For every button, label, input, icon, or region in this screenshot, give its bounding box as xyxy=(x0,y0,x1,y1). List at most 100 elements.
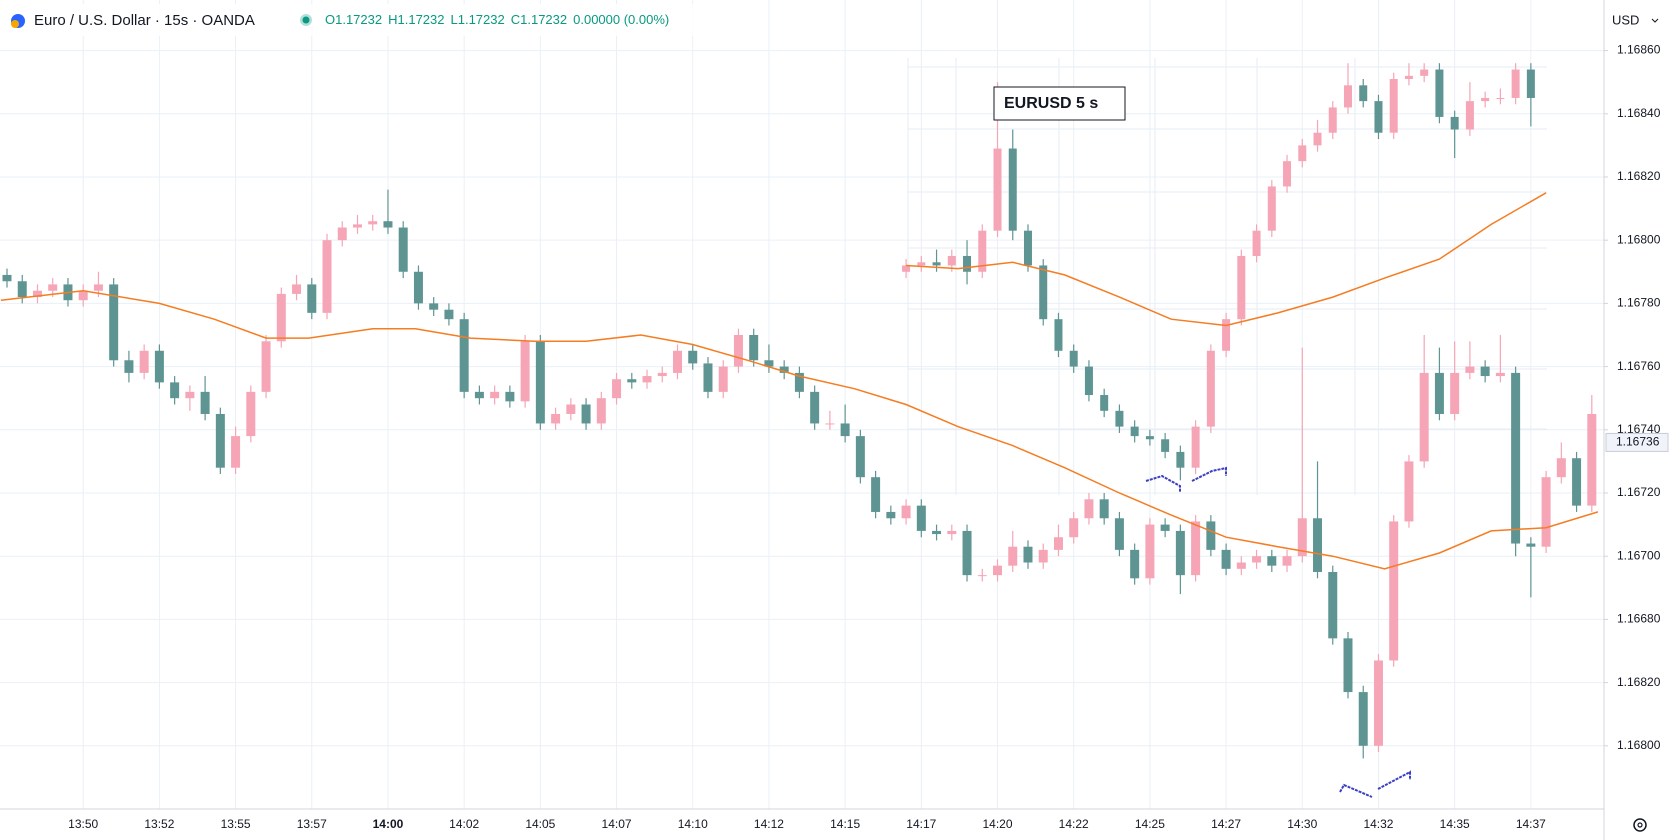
candle-body xyxy=(871,477,881,512)
candle-body xyxy=(1541,477,1551,547)
dropdown-arrow xyxy=(1651,18,1659,23)
x-tick-label: 14:10 xyxy=(678,817,708,831)
grid-layer xyxy=(0,0,1604,809)
candle-body xyxy=(292,284,302,294)
symbol-title[interactable]: Euro / U.S. Dollar · 15s · OANDA xyxy=(34,12,255,29)
candle-body xyxy=(1526,543,1536,547)
candle-body xyxy=(322,240,332,313)
candle-body xyxy=(1084,366,1093,396)
candle-body xyxy=(1099,499,1109,519)
last-price-label: 1.16736 xyxy=(1616,435,1660,449)
candle-body xyxy=(1496,97,1505,99)
candle-body xyxy=(993,565,1003,576)
candle-body xyxy=(810,391,820,424)
candle-body xyxy=(1160,524,1170,531)
x-tick-label: 13:57 xyxy=(297,817,327,831)
candle-body xyxy=(307,284,317,313)
candle-body xyxy=(1039,265,1048,320)
mark-layer xyxy=(0,63,1599,759)
candle-body xyxy=(1115,410,1124,427)
candle-body xyxy=(1175,530,1185,576)
candle-body xyxy=(1069,518,1079,538)
candle-body xyxy=(2,274,12,282)
candle-body xyxy=(886,511,896,519)
candle-body xyxy=(1328,571,1338,639)
candle-body xyxy=(977,575,987,577)
candle-body xyxy=(1222,319,1231,351)
candle-body xyxy=(93,284,103,291)
candle-body xyxy=(383,221,393,228)
candle-body xyxy=(398,227,408,272)
candle-body xyxy=(1465,366,1475,373)
candle-body xyxy=(1495,372,1505,377)
candle-body xyxy=(32,290,42,298)
candle-body xyxy=(764,360,774,367)
candle-body xyxy=(1130,426,1139,437)
candle-body xyxy=(993,148,1002,231)
candle-body xyxy=(794,372,804,392)
x-tick-label: 14:22 xyxy=(1059,817,1089,831)
candle-body xyxy=(1191,521,1201,576)
candle-body xyxy=(1511,69,1520,98)
candle-body xyxy=(124,360,134,373)
candle-body xyxy=(718,366,728,392)
x-tick-label: 14:00 xyxy=(373,817,404,831)
candle-body xyxy=(444,309,454,320)
candle-body xyxy=(1343,85,1352,108)
y-tick-label: 1.16860 xyxy=(1617,43,1661,57)
ohlc-item: 0.00000 (0.00%) xyxy=(573,12,669,27)
y-tick-label: 1.16820 xyxy=(1617,675,1661,689)
inset-label-box xyxy=(993,86,1126,121)
candle-body xyxy=(551,413,561,424)
candle-body xyxy=(1511,372,1521,544)
candle-body xyxy=(337,227,347,241)
candle-body xyxy=(932,262,941,266)
settings-button[interactable] xyxy=(1633,818,1647,832)
candle-body xyxy=(78,290,88,301)
x-tick-label: 14:25 xyxy=(1135,817,1165,831)
candle-body xyxy=(1282,556,1292,566)
candle-body xyxy=(231,436,241,468)
candle-body xyxy=(1434,372,1444,414)
candle-body xyxy=(917,262,926,266)
candle-body xyxy=(840,423,850,437)
candle-body xyxy=(48,284,58,291)
candle-body xyxy=(429,303,439,310)
candle-body xyxy=(352,224,362,228)
y-tick-label: 1.16800 xyxy=(1617,738,1661,752)
candle-body xyxy=(1358,692,1368,746)
candle-body xyxy=(1389,521,1399,661)
candle-body xyxy=(1359,85,1368,102)
candle-body xyxy=(490,391,500,399)
candle-body xyxy=(413,271,423,304)
candle-body xyxy=(1084,499,1094,519)
currency-select[interactable] xyxy=(1606,6,1668,36)
x-tick-label: 14:27 xyxy=(1211,817,1241,831)
candle-body xyxy=(200,391,210,414)
ohlc-item: C1.17232 xyxy=(511,12,567,27)
x-tick-label: 14:07 xyxy=(602,817,632,831)
candle-body xyxy=(276,293,286,342)
pattern-marker xyxy=(1339,783,1373,798)
candle-body xyxy=(1069,350,1078,367)
y-tick-label: 1.16840 xyxy=(1617,106,1661,120)
candle-body xyxy=(17,281,27,298)
candle-body xyxy=(261,341,271,392)
currency-label[interactable]: USD xyxy=(1612,12,1639,27)
candle-body xyxy=(1343,638,1353,693)
candle-body xyxy=(688,350,698,364)
legend-backdrop xyxy=(0,4,720,36)
candle-body xyxy=(581,404,591,424)
pattern-marker xyxy=(1145,474,1181,492)
x-tick-label: 14:12 xyxy=(754,817,784,831)
candle-body xyxy=(1374,101,1383,133)
symbol-logo-part xyxy=(11,20,19,28)
y-tick-label: 1.16740 xyxy=(1617,422,1661,436)
candle-body xyxy=(902,265,911,272)
candle-body xyxy=(749,334,759,361)
candle-body xyxy=(1435,69,1444,117)
candle-body xyxy=(1420,69,1429,76)
x-tick-label: 13:52 xyxy=(144,817,174,831)
last-price-badge xyxy=(1605,432,1669,452)
candle-body xyxy=(1054,319,1063,351)
